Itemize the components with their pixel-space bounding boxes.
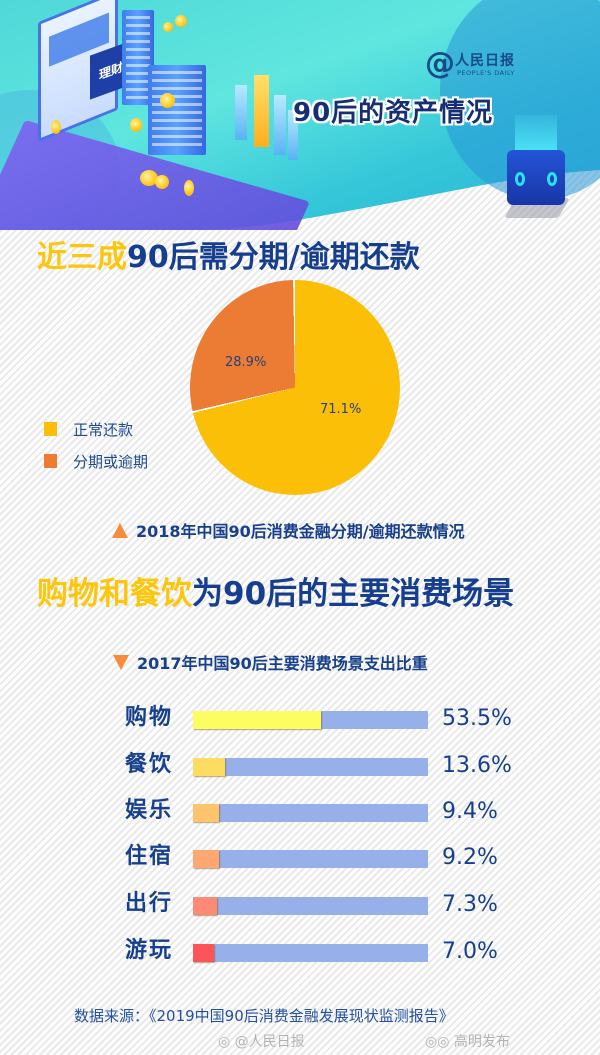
- bar-fill: [193, 804, 219, 822]
- watermark-peoples-daily: ◎ @人民日报: [218, 1031, 305, 1051]
- caption-text: 2017年中国90后主要消费场景支出比重: [137, 654, 428, 673]
- legend-swatch: [44, 454, 57, 468]
- coin-stack-icon: [184, 180, 194, 196]
- cube-eye-icon: [515, 172, 525, 186]
- peoples-daily-logo: @ 人民日报 PEOPLE'S DAILY: [425, 48, 555, 84]
- bar-fill: [193, 944, 214, 962]
- bar-fill: [193, 758, 225, 776]
- legend-label: 分期或逾期: [73, 452, 149, 471]
- bar-row: 购物 53.5%: [0, 703, 600, 733]
- legend-item-normal: 正常还款: [44, 413, 148, 445]
- header-banner: 理财 @ 人民日报 PEOPLE'S DAILY 90后的资产情况: [0, 0, 600, 230]
- bar-row: 娱乐 9.4%: [0, 796, 600, 826]
- cube-light-beam: [515, 115, 557, 155]
- heading-highlight: 近三成: [37, 240, 127, 275]
- bar-fill: [193, 850, 219, 868]
- repayment-pie-chart: 71.1% 28.9%: [190, 280, 410, 500]
- coin-icon: [130, 118, 142, 132]
- bar-category: 购物: [125, 705, 174, 730]
- legend-swatch: [44, 422, 57, 436]
- weibo-icon: ◎: [218, 1034, 235, 1050]
- bar-category: 娱乐: [125, 798, 174, 823]
- bar-row: 游玩 7.0%: [0, 936, 600, 966]
- bar-track: [193, 944, 428, 962]
- bar-track: [193, 711, 428, 729]
- coin-icon: [175, 15, 187, 27]
- bar-caption: 2017年中国90后主要消费场景支出比重: [113, 650, 428, 674]
- bar-value: 13.6%: [442, 753, 512, 778]
- bar-value: 7.0%: [442, 939, 498, 964]
- section1-heading: 近三成90后需分期/逾期还款: [37, 232, 420, 276]
- pie: [190, 280, 400, 495]
- coin-icon: [155, 175, 169, 189]
- bar-track: [193, 850, 428, 868]
- bar-value: 9.2%: [442, 845, 498, 870]
- blue-bar-icon: [274, 95, 286, 155]
- watermark-gaoming: ◎◎ 高明发布: [425, 1031, 510, 1051]
- legend-item-overdue: 分期或逾期: [44, 445, 148, 477]
- data-source-note: 数据来源：《2019中国90后消费金融发展现状监测报告》: [74, 1007, 454, 1025]
- bar-fill: [193, 897, 217, 915]
- bar-value: 9.4%: [442, 799, 498, 824]
- slice-label-overdue: 28.9%: [225, 355, 267, 370]
- building-icon: [148, 65, 206, 155]
- heading-text: 90后需分期/逾期还款: [127, 240, 420, 275]
- heading-highlight: 购物和餐饮: [37, 576, 192, 612]
- bar-track: [193, 758, 428, 776]
- at-icon: @: [425, 46, 455, 81]
- bar-row: 住宿 9.2%: [0, 842, 600, 872]
- coin-stack-icon: [140, 170, 158, 186]
- caption-text: 2018年中国90后消费金融分期/逾期还款情况: [136, 522, 465, 541]
- bar-category: 游玩: [125, 938, 174, 963]
- slice-label-normal: 71.1%: [320, 402, 362, 417]
- page-title: 90后的资产情况: [293, 98, 494, 128]
- pie-legend: 正常还款 分期或逾期: [44, 413, 148, 477]
- section2-heading: 购物和餐饮为90后的主要消费场景: [37, 568, 514, 613]
- cube-eye-icon: [547, 172, 557, 186]
- bar-category: 餐饮: [125, 752, 174, 777]
- blue-bar-icon: [288, 110, 298, 160]
- watermark-text: 高明发布: [453, 1034, 510, 1050]
- bar-category: 出行: [125, 891, 174, 916]
- robot-cube-icon: [507, 150, 565, 205]
- heading-text: 为90后的主要消费场景: [192, 576, 515, 612]
- triangle-down-icon: [113, 654, 129, 670]
- legend-label: 正常还款: [73, 420, 134, 439]
- logo-text-en: PEOPLE'S DAILY: [457, 69, 515, 77]
- bar-value: 53.5%: [442, 706, 512, 731]
- bar-row: 出行 7.3%: [0, 889, 600, 919]
- pie-caption: 2018年中国90后消费金融分期/逾期还款情况: [112, 518, 465, 542]
- triangle-up-icon: [112, 522, 128, 538]
- watermark-text: @人民日报: [234, 1034, 305, 1050]
- bar-track: [193, 897, 428, 915]
- logo-text-cn: 人民日报: [455, 53, 515, 69]
- coin-icon: [163, 22, 173, 32]
- blue-bar-icon: [235, 85, 247, 140]
- gold-bar-icon: [254, 75, 269, 147]
- bar-track: [193, 804, 428, 822]
- coin-stack-icon: [51, 120, 61, 134]
- bar-value: 7.3%: [442, 892, 498, 917]
- bar-category: 住宿: [125, 844, 174, 869]
- building-icon: [122, 10, 154, 105]
- coin-icon: [160, 93, 175, 108]
- weibo-icon: ◎◎: [425, 1034, 454, 1050]
- bar-fill: [193, 711, 321, 729]
- bar-row: 餐饮 13.6%: [0, 750, 600, 780]
